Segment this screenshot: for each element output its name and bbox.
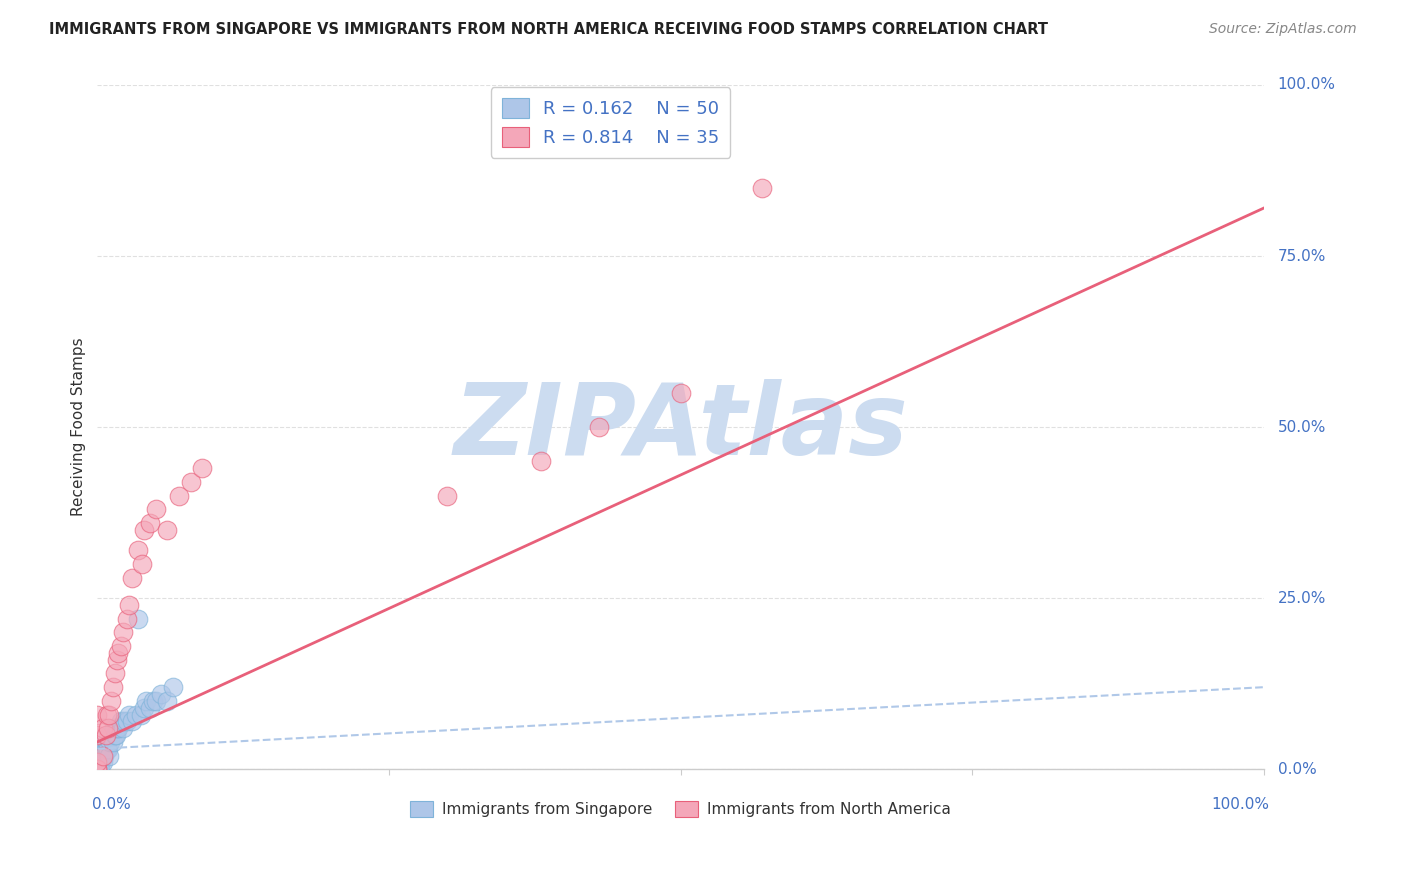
Point: [96, 707, 118, 722]
Text: 100.0%: 100.0%: [1278, 78, 1336, 93]
Point: [105, 728, 128, 742]
Point: [86, 756, 108, 770]
Point: [91, 748, 114, 763]
Point: [127, 543, 149, 558]
Point: [97, 721, 120, 735]
Point: [86, 762, 108, 776]
Point: [86, 707, 108, 722]
Point: [101, 680, 124, 694]
Point: [139, 700, 162, 714]
Point: [105, 653, 128, 667]
Point: [96, 741, 118, 756]
Point: [142, 694, 165, 708]
Point: [86, 762, 108, 776]
Point: [167, 489, 190, 503]
Point: [145, 502, 167, 516]
Point: [104, 728, 127, 742]
Point: [588, 420, 610, 434]
Point: [118, 707, 141, 722]
Point: [90, 748, 112, 763]
Text: Source: ZipAtlas.com: Source: ZipAtlas.com: [1209, 22, 1357, 37]
Point: [86, 762, 108, 776]
Point: [132, 523, 155, 537]
Point: [121, 714, 143, 729]
Point: [191, 461, 214, 475]
Point: [129, 707, 152, 722]
Point: [91, 721, 114, 735]
Point: [89, 756, 111, 770]
Point: [132, 700, 155, 714]
Y-axis label: Receiving Food Stamps: Receiving Food Stamps: [72, 338, 86, 516]
Point: [98, 728, 121, 742]
Point: [86, 756, 108, 770]
Point: [91, 756, 114, 770]
Point: [98, 735, 121, 749]
Point: [103, 721, 125, 735]
Point: [111, 721, 134, 735]
Point: [669, 385, 692, 400]
Point: [86, 735, 108, 749]
Point: [436, 489, 458, 503]
Point: [180, 475, 202, 489]
Point: [529, 454, 551, 468]
Point: [86, 741, 108, 756]
Point: [156, 523, 179, 537]
Point: [98, 707, 121, 722]
Point: [86, 762, 108, 776]
Point: [91, 741, 114, 756]
Point: [86, 762, 108, 776]
Point: [96, 735, 118, 749]
Point: [107, 646, 129, 660]
Point: [89, 762, 111, 776]
Text: 50.0%: 50.0%: [1278, 419, 1326, 434]
Point: [751, 180, 773, 194]
Point: [145, 694, 167, 708]
Text: 75.0%: 75.0%: [1278, 249, 1326, 263]
Point: [139, 516, 162, 530]
Point: [127, 612, 149, 626]
Point: [156, 694, 179, 708]
Point: [110, 714, 132, 729]
Point: [86, 748, 108, 763]
Point: [86, 762, 108, 776]
Point: [101, 735, 124, 749]
Legend: Immigrants from Singapore, Immigrants from North America: Immigrants from Singapore, Immigrants fr…: [404, 795, 957, 823]
Point: [150, 687, 173, 701]
Point: [100, 728, 122, 742]
Text: 25.0%: 25.0%: [1278, 591, 1326, 606]
Point: [105, 721, 128, 735]
Text: 0.0%: 0.0%: [1278, 762, 1316, 777]
Point: [94, 728, 117, 742]
Point: [110, 639, 132, 653]
Text: 0.0%: 0.0%: [91, 797, 131, 812]
Point: [111, 625, 134, 640]
Point: [97, 741, 120, 756]
Point: [100, 694, 122, 708]
Point: [131, 557, 153, 571]
Point: [91, 741, 114, 756]
Point: [94, 741, 117, 756]
Point: [86, 728, 108, 742]
Point: [135, 694, 157, 708]
Point: [86, 748, 108, 763]
Text: IMMIGRANTS FROM SINGAPORE VS IMMIGRANTS FROM NORTH AMERICA RECEIVING FOOD STAMPS: IMMIGRANTS FROM SINGAPORE VS IMMIGRANTS …: [49, 22, 1049, 37]
Point: [98, 748, 121, 763]
Point: [93, 748, 115, 763]
Point: [91, 748, 114, 763]
Point: [115, 612, 138, 626]
Point: [125, 707, 148, 722]
Text: 100.0%: 100.0%: [1212, 797, 1270, 812]
Text: ZIPAtlas: ZIPAtlas: [453, 378, 908, 475]
Point: [121, 571, 143, 585]
Point: [118, 598, 141, 612]
Point: [162, 680, 184, 694]
Point: [104, 666, 127, 681]
Point: [115, 714, 138, 729]
Point: [107, 721, 129, 735]
Point: [112, 714, 135, 729]
Point: [90, 756, 112, 770]
Point: [86, 756, 108, 770]
